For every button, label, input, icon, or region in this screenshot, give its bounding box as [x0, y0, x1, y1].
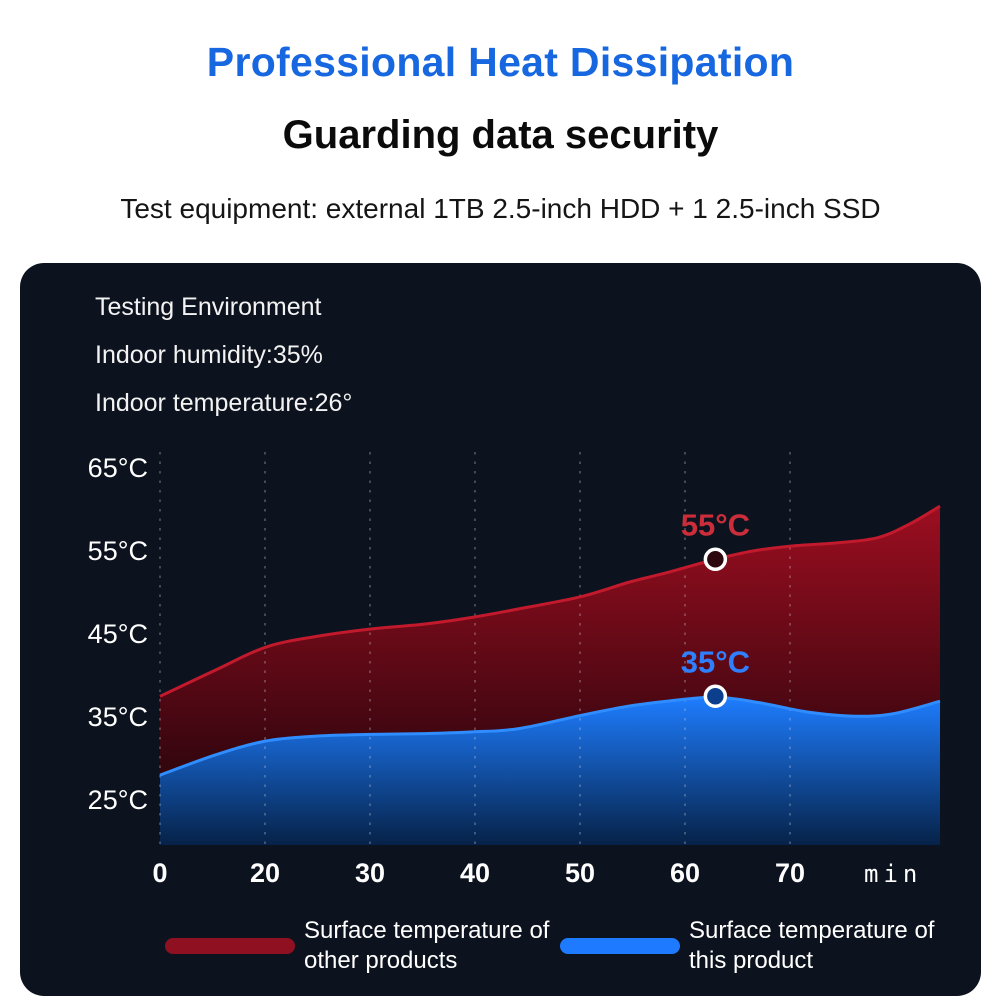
page-subtitle: Guarding data security	[282, 113, 719, 157]
x-tick-label: 30	[354, 858, 386, 888]
legend-label-other-products: Surface temperature of other products	[304, 916, 549, 976]
legend-label-line2: other products	[304, 947, 458, 974]
y-tick-label: 35°C	[87, 702, 148, 732]
x-tick-label: 0	[152, 858, 168, 888]
env-title: Testing Environment	[95, 293, 322, 321]
y-tick-label: 55°C	[87, 536, 148, 566]
x-axis-unit: min	[864, 860, 923, 888]
x-tick-label: 70	[774, 858, 806, 888]
x-tick-label: 40	[459, 858, 491, 888]
testing-environment-block: Testing Environment Indoor humidity:35% …	[95, 294, 352, 438]
x-tick-label: 50	[564, 858, 596, 888]
legend-label-this-product: Surface temperature of this product	[689, 916, 934, 976]
y-tick-label: 65°C	[87, 453, 148, 483]
legend-item-this-product: Surface temperature of this product	[560, 916, 934, 976]
x-tick-label: 60	[669, 858, 701, 888]
legend-swatch-blue	[560, 938, 680, 954]
legend-label-line1: Surface temperature of	[689, 917, 935, 944]
y-tick-label: 45°C	[87, 619, 148, 649]
equipment-line: Test equipment: external 1TB 2.5-inch HD…	[120, 193, 881, 224]
legend-label-line1: Surface temperature of	[304, 917, 550, 944]
legend-item-other-products: Surface temperature of other products	[165, 916, 549, 976]
legend-swatch-red	[165, 938, 295, 954]
env-humidity: Indoor humidity:35%	[95, 341, 323, 369]
page-title: Professional Heat Dissipation	[206, 39, 795, 85]
y-tick-label: 25°C	[87, 785, 148, 815]
env-temperature: Indoor temperature:26°	[95, 389, 353, 417]
x-tick-label: 20	[249, 858, 281, 888]
legend-label-line2: this product	[689, 947, 814, 974]
